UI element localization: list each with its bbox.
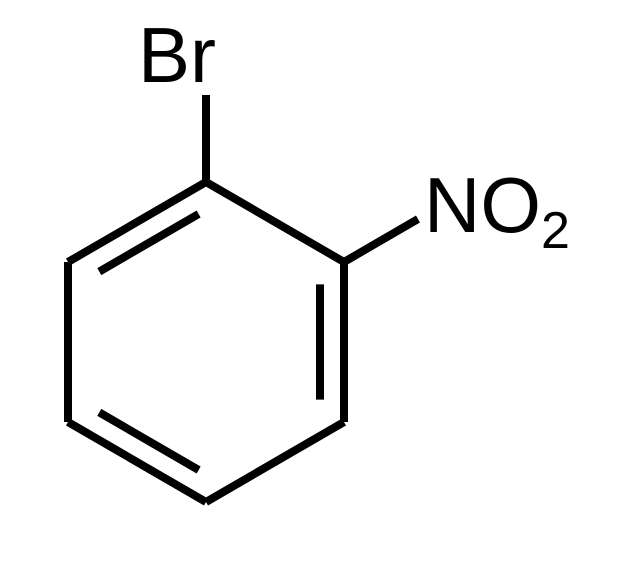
bond xyxy=(206,422,344,502)
atom-label: NO2 xyxy=(424,161,570,260)
bond xyxy=(206,182,344,262)
substituent-bond xyxy=(344,219,418,262)
atom-label: Br xyxy=(138,11,216,99)
bond-inner xyxy=(99,214,198,272)
bond-inner xyxy=(99,412,198,470)
